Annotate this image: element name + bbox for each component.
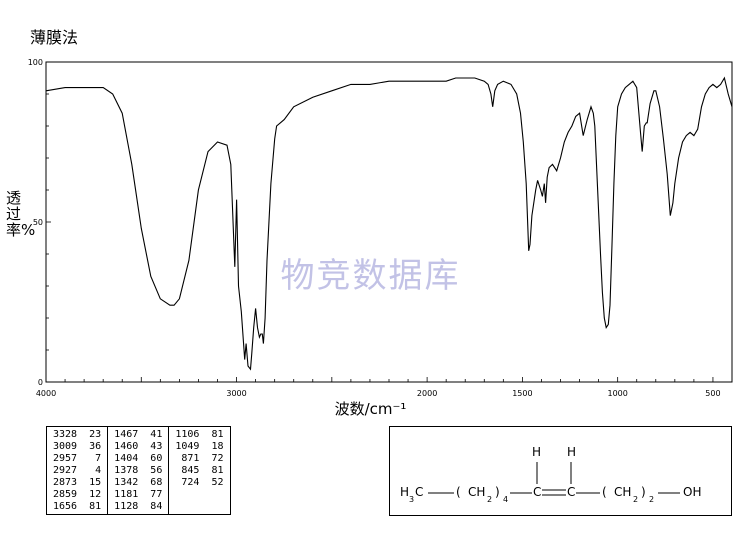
- struct-h3-c: C: [415, 485, 424, 499]
- struct-rparen-1: ): [495, 485, 500, 499]
- peak-row: 2957 7: [53, 453, 102, 464]
- struct-sub-2a: 2: [487, 495, 493, 504]
- plot-frame: [45, 61, 733, 383]
- y-tick-label: 100: [28, 58, 43, 67]
- struct-ch-2: CH: [614, 485, 632, 499]
- x-tick-label: 4000: [36, 389, 56, 398]
- peak-row: 1467 41: [114, 429, 163, 440]
- ir-spectrum-chart: 4000 3000 2000 1500 1000 500 0 50 100: [28, 58, 733, 398]
- x-axis-label: 波数/cm⁻¹: [334, 400, 407, 418]
- peak-row: 1128 84: [114, 501, 163, 512]
- struct-h-2: H: [567, 445, 577, 459]
- struct-sub-4: 4: [503, 495, 509, 504]
- struct-c-1: C: [533, 485, 542, 499]
- struct-ch-1: CH: [468, 485, 486, 499]
- x-axis-ticks: 4000 3000 2000 1500 1000 500: [36, 377, 733, 398]
- x-tick-label: 500: [705, 389, 720, 398]
- peak-column: 3328 23 3009 36 2957 7 2927 4 2873 15 2859 12…: [45, 426, 109, 515]
- peak-row: 1656 81: [53, 501, 102, 512]
- structure-formula: H H H 3 C ( CH 2 ) 4 C C ( CH 2 ) 2 OH: [389, 426, 732, 516]
- struct-h3-h: H: [400, 485, 410, 499]
- x-tick-label: 1000: [607, 389, 627, 398]
- struct-h-1: H: [532, 445, 542, 459]
- y-axis-label: 透过率%: [6, 189, 36, 239]
- method-title: 薄膜法: [30, 28, 79, 47]
- peak-table: 3328 23 3009 36 2957 7 2927 4 2873 15 2859 12…: [45, 426, 231, 515]
- peak-row: 1181 77: [114, 489, 163, 500]
- peak-row: 3009 36: [53, 441, 102, 452]
- peak-row: 3328 23: [53, 429, 102, 440]
- x-tick-label: 2000: [417, 389, 437, 398]
- y-tick-label: 0: [38, 378, 43, 387]
- struct-sub-2b: 2: [633, 495, 639, 504]
- x-tick-label: 3000: [226, 389, 246, 398]
- peak-row: 724 52: [175, 477, 224, 488]
- peak-row: 1378 56: [114, 465, 163, 476]
- peak-row: 2859 12: [53, 489, 102, 500]
- peak-row: 845 81: [175, 465, 224, 476]
- peak-row: 1460 43: [114, 441, 163, 452]
- peak-row: 1106 81: [175, 429, 224, 440]
- x-tick-label: 1500: [512, 389, 532, 398]
- struct-c-2: C: [567, 485, 576, 499]
- peak-row: 1049 18: [175, 441, 224, 452]
- struct-oh: OH: [683, 485, 702, 499]
- peak-column: 1106 81 1049 18 871 72 845 81 724 52: [168, 426, 231, 515]
- peak-row: 1404 60: [114, 453, 163, 464]
- peak-row: 2927 4: [53, 465, 102, 476]
- struct-sub-2c: 2: [649, 495, 655, 504]
- peak-row: 2873 15: [53, 477, 102, 488]
- y-tick-label: 50: [33, 218, 43, 227]
- struct-sub-3: 3: [409, 495, 415, 504]
- y-axis-ticks: 0 50 100: [28, 58, 51, 387]
- struct-rparen-2: ): [641, 485, 646, 499]
- spectrum-line: [45, 76, 733, 371]
- struct-lparen-1: (: [456, 485, 461, 499]
- peak-row: 871 72: [175, 453, 224, 464]
- watermark: 物竞数据库: [280, 256, 461, 296]
- peak-row: 1342 68: [114, 477, 163, 488]
- struct-lparen-2: (: [602, 485, 607, 499]
- peak-column: 1467 41 1460 43 1404 60 1378 56 1342 68 1181 …: [107, 426, 170, 515]
